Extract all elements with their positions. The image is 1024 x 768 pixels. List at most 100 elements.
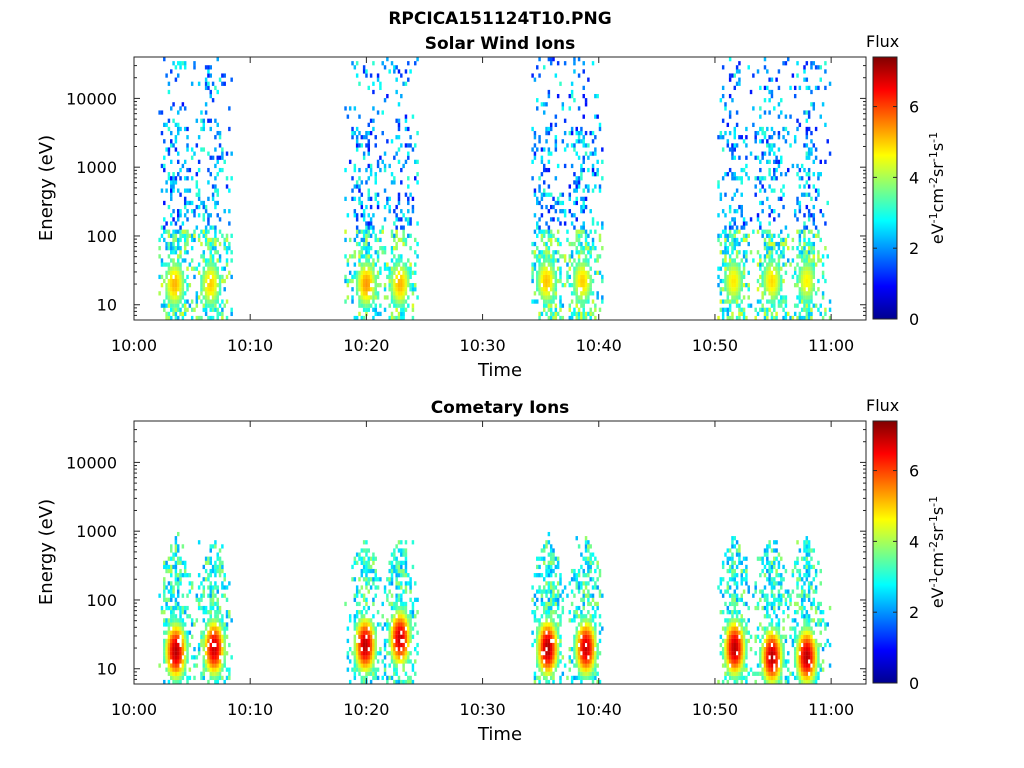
heatmap-cell bbox=[728, 114, 732, 119]
heatmap-cell bbox=[209, 573, 212, 578]
heatmap-cell bbox=[740, 180, 743, 185]
heatmap-cell bbox=[390, 560, 394, 565]
heatmap-cell bbox=[174, 287, 178, 292]
heatmap-cell bbox=[195, 295, 199, 300]
heatmap-cell bbox=[770, 659, 774, 664]
heatmap-cell bbox=[773, 315, 776, 321]
heatmap-cell bbox=[402, 299, 405, 304]
heatmap-cell bbox=[726, 556, 730, 561]
heatmap-cell bbox=[190, 266, 194, 271]
heatmap-cell bbox=[211, 589, 215, 594]
heatmap-cell bbox=[383, 98, 387, 103]
heatmap-cell bbox=[573, 274, 576, 280]
heatmap-cell bbox=[728, 278, 732, 284]
heatmap-cell bbox=[163, 303, 166, 308]
heatmap-cell bbox=[365, 560, 368, 565]
heatmap-cell bbox=[176, 295, 180, 300]
heatmap-cell bbox=[538, 647, 541, 652]
heatmap-cell bbox=[800, 250, 804, 255]
heatmap-cell bbox=[770, 135, 774, 140]
heatmap-cell bbox=[381, 159, 384, 164]
heatmap-cell bbox=[745, 126, 748, 132]
heatmap-cell bbox=[549, 626, 553, 631]
heatmap-cell bbox=[160, 233, 164, 238]
heatmap-cell bbox=[580, 167, 583, 173]
heatmap-cell bbox=[598, 593, 602, 598]
heatmap-cell bbox=[355, 229, 359, 234]
heatmap-cell bbox=[786, 667, 790, 672]
heatmap-cell bbox=[559, 638, 562, 644]
heatmap-cell bbox=[170, 655, 173, 660]
heatmap-cell bbox=[397, 295, 401, 300]
heatmap-cell bbox=[547, 57, 551, 62]
heatmap-cell bbox=[402, 642, 405, 648]
heatmap-cell bbox=[358, 283, 361, 288]
heatmap-cell bbox=[174, 176, 178, 181]
heatmap-cell bbox=[209, 65, 212, 70]
heatmap-cell bbox=[763, 585, 767, 590]
heatmap-cell bbox=[780, 172, 783, 177]
heatmap-cell bbox=[807, 287, 811, 292]
heatmap-cell bbox=[719, 651, 723, 656]
heatmap-cell bbox=[738, 303, 741, 308]
heatmap-cell bbox=[221, 647, 224, 652]
heatmap-cell bbox=[598, 254, 602, 259]
heatmap-cell bbox=[584, 671, 588, 676]
heatmap-cell bbox=[587, 593, 590, 598]
heatmap-cell bbox=[545, 540, 548, 545]
heatmap-cell bbox=[575, 130, 578, 136]
heatmap-cell bbox=[379, 303, 382, 308]
heatmap-cell bbox=[759, 622, 762, 627]
heatmap-cell bbox=[549, 122, 553, 128]
heatmap-cell bbox=[369, 130, 373, 136]
heatmap-cell bbox=[724, 130, 727, 136]
heatmap-cell bbox=[554, 597, 558, 602]
heatmap-cell bbox=[183, 159, 187, 164]
heatmap-cell bbox=[207, 180, 210, 185]
heatmap-cell bbox=[800, 274, 804, 280]
heatmap-cell bbox=[731, 262, 734, 267]
heatmap-cell bbox=[738, 69, 741, 74]
heatmap-cell bbox=[167, 229, 171, 234]
heatmap-cell bbox=[789, 634, 792, 639]
heatmap-cell bbox=[395, 303, 398, 308]
heatmap-cell bbox=[223, 651, 226, 656]
heatmap-cell bbox=[362, 634, 366, 639]
heatmap-cell bbox=[584, 667, 588, 672]
heatmap-cell bbox=[780, 667, 783, 672]
heatmap-cell bbox=[197, 601, 201, 607]
heatmap-cell bbox=[768, 581, 771, 586]
heatmap-cell bbox=[358, 250, 361, 255]
heatmap-cell bbox=[577, 573, 581, 578]
heatmap-cell bbox=[570, 126, 574, 132]
heatmap-cell bbox=[594, 229, 597, 234]
heatmap-cell bbox=[721, 287, 725, 292]
heatmap-cell bbox=[167, 254, 171, 259]
heatmap-cell bbox=[400, 642, 403, 648]
heatmap-cell bbox=[395, 671, 398, 676]
heatmap-cell bbox=[202, 589, 206, 594]
heatmap-cell bbox=[559, 221, 562, 226]
heatmap-cell bbox=[782, 135, 785, 140]
heatmap-cell bbox=[197, 135, 201, 140]
heatmap-cell bbox=[552, 663, 555, 668]
heatmap-cell bbox=[388, 577, 391, 582]
heatmap-cell bbox=[759, 188, 762, 193]
heatmap-cell bbox=[766, 159, 769, 164]
heatmap-cell bbox=[582, 597, 585, 602]
heatmap-cell bbox=[800, 577, 804, 582]
heatmap-cell bbox=[355, 274, 359, 280]
heatmap-cell bbox=[351, 126, 354, 132]
heatmap-cell bbox=[188, 303, 192, 308]
heatmap-cell bbox=[211, 241, 215, 247]
heatmap-cell bbox=[773, 217, 776, 222]
x-tick-label: 10:40 bbox=[576, 336, 622, 355]
heatmap-cell bbox=[402, 307, 405, 312]
heatmap-cell bbox=[211, 237, 215, 243]
heatmap-cell bbox=[570, 618, 574, 623]
heatmap-cell bbox=[549, 151, 553, 156]
heatmap-cell bbox=[165, 651, 168, 656]
heatmap-cell bbox=[404, 605, 408, 611]
heatmap-cell bbox=[803, 307, 806, 312]
heatmap-cell bbox=[395, 667, 398, 672]
